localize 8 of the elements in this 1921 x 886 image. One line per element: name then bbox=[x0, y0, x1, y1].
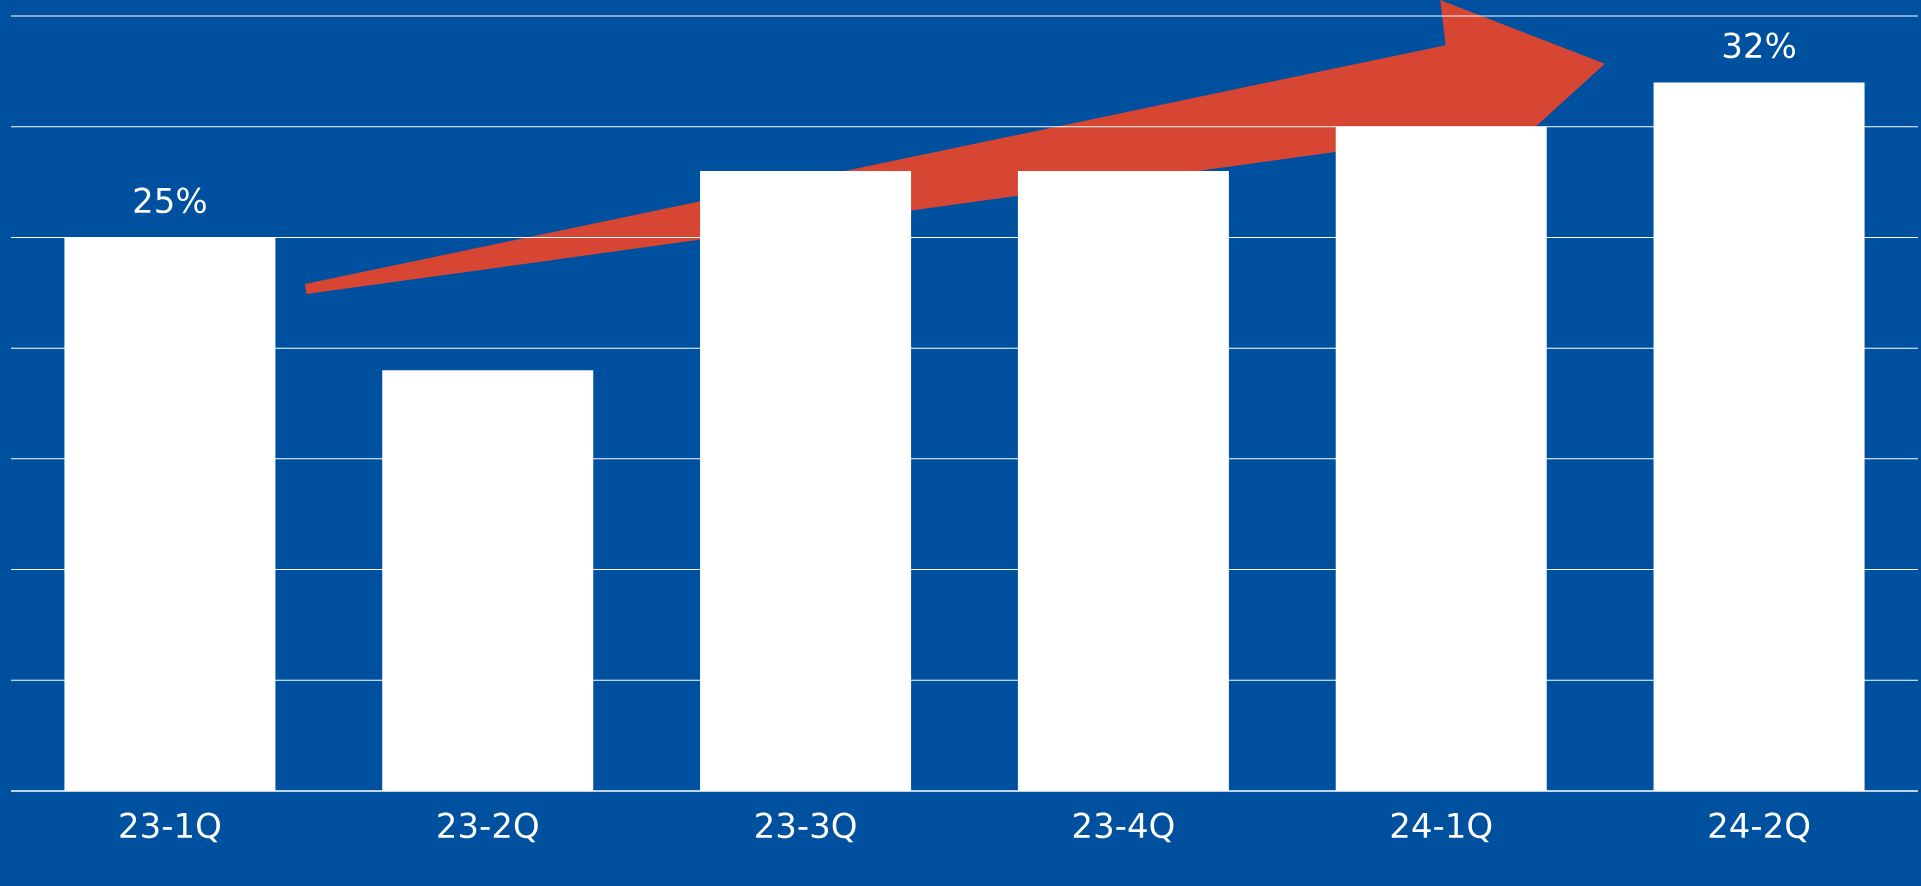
data-label: 32% bbox=[1723, 32, 1795, 59]
x-tick-label: 23-4Q bbox=[1073, 812, 1174, 843]
x-tick-label: 24-1Q bbox=[1391, 812, 1492, 843]
x-tick-label: 23-2Q bbox=[438, 812, 538, 843]
x-tick-label: 23-1Q bbox=[120, 812, 220, 843]
x-tick-label: 24-2Q bbox=[1709, 812, 1810, 843]
data-label: 25% bbox=[134, 187, 206, 214]
x-tick-label: 23-3Q bbox=[756, 812, 856, 843]
